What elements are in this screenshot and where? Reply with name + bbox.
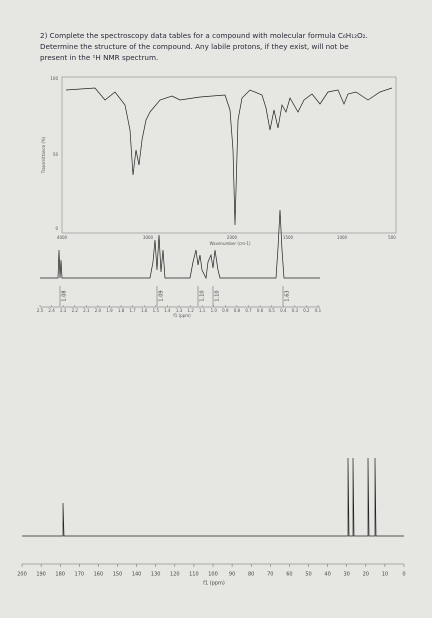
h-nmr-x-tick: 0.4 <box>280 308 287 313</box>
c-nmr-x-tick: 170 <box>75 572 85 578</box>
c-nmr-x-tick: 110 <box>189 572 199 578</box>
ir-x-label: Wavenumber (cm-1) <box>209 241 251 246</box>
c-nmr-x-tick: 120 <box>170 572 180 578</box>
h-nmr-x-tick: 1.7 <box>129 308 136 313</box>
integration-label: 1.63 <box>285 290 291 301</box>
ir-frame <box>61 76 397 234</box>
h-nmr-x-tick: 0.2 <box>303 308 310 313</box>
h-nmr-x-tick: 0.6 <box>257 308 264 313</box>
c-nmr-x-tick: 40 <box>324 572 330 578</box>
h-nmr-x-tick: 1.9 <box>106 308 113 313</box>
c-nmr-x-tick: 80 <box>248 572 254 578</box>
h-nmr-x-tick: 1.0 <box>211 308 218 313</box>
c-nmr-x-tick: 10 <box>382 572 388 578</box>
c-nmr-x-tick: 130 <box>151 572 161 578</box>
ir-y-tick: 100 <box>50 76 58 81</box>
c-nmr-x-tick: 90 <box>229 572 235 578</box>
c-nmr-x-tick: 140 <box>132 572 142 578</box>
ir-y-tick: 0 <box>55 226 58 231</box>
ir-x-tick: 2000 <box>227 235 238 240</box>
h-nmr-x-tick: 0.5 <box>268 308 275 313</box>
h-nmr-x-label: f1 (ppm) <box>173 313 191 318</box>
ir-x-tick: 500 <box>388 235 396 240</box>
h-nmr-x-tick: 0.7 <box>245 308 252 313</box>
h-nmr-spectrum: 1.08 1.09 1.10 1.10 1.63 2.5 2.4 2.3 2.2 2.1 2.0 1… <box>37 209 322 318</box>
h-nmr-x-tick: 2.5 <box>37 308 44 313</box>
integration-label: 1.10 <box>215 290 221 301</box>
c-nmr-x-tick: 70 <box>267 572 273 578</box>
c-nmr-x-tick: 60 <box>286 572 292 578</box>
h-nmr-x-tick: 0.3 <box>292 308 299 313</box>
ir-trace <box>65 87 393 226</box>
h-nmr-x-tick: 0.9 <box>222 308 229 313</box>
ir-x-tick: 1500 <box>283 235 294 240</box>
h-nmr-trace <box>40 209 320 280</box>
c-nmr-x-tick: 190 <box>36 572 46 578</box>
h-nmr-x-tick: 2.4 <box>48 308 55 313</box>
c-nmr-x-tick: 180 <box>55 572 65 578</box>
question-line: present in the ¹H NMR spectrum. <box>40 53 158 62</box>
c-nmr-x-tick: 150 <box>113 572 123 578</box>
ir-x-tick: 4000 <box>57 235 68 240</box>
ir-y-label: Transmittance (%) <box>41 136 46 174</box>
ir-x-tick: 3000 <box>143 235 154 240</box>
h-nmr-x-tick: 2.1 <box>83 308 90 313</box>
c-nmr-x-tick: 30 <box>344 572 350 578</box>
h-nmr-x-tick: 1.5 <box>153 308 160 313</box>
c-nmr-spectrum: 200 190 180 170 160 150 140 130 120 110 100 90 80 70 6… <box>17 457 406 587</box>
c-nmr-x-tick: 20 <box>363 572 369 578</box>
integration-label: 1.08 <box>62 290 68 301</box>
h-nmr-x-tick: 1.8 <box>118 308 125 313</box>
h-nmr-x-tick: 1.1 <box>199 308 206 313</box>
c-nmr-x-tick: 200 <box>17 572 27 578</box>
h-nmr-x-tick: 1.6 <box>141 308 148 313</box>
c-nmr-x-tick: 160 <box>94 572 104 578</box>
h-nmr-x-tick: 1.2 <box>187 308 194 313</box>
c-nmr-x-tick: 0 <box>402 572 405 578</box>
h-nmr-x-tick: 2.3 <box>60 308 67 313</box>
c-nmr-x-tick: 100 <box>208 572 218 578</box>
question-line: Determine the structure of the compound.… <box>40 42 349 51</box>
integration-label: 1.10 <box>200 290 206 301</box>
c-nmr-trace <box>22 457 404 537</box>
h-nmr-x-tick: 1.3 <box>176 308 183 313</box>
c-nmr-x-tick: 50 <box>305 572 311 578</box>
ir-y-tick: 50 <box>53 152 59 157</box>
h-nmr-x-tick: 0.1 <box>315 308 322 313</box>
ir-x-tick: 1000 <box>337 235 348 240</box>
h-nmr-x-tick: 0.8 <box>234 308 241 313</box>
c-nmr-x-label: f1 (ppm) <box>203 581 225 587</box>
h-nmr-x-tick: 2.0 <box>95 308 102 313</box>
ir-spectrum: Transmittance (%) 100 50 0 4000 3000 2000 1… <box>41 76 396 246</box>
question-line: 2) Complete the spectroscopy data tables… <box>40 31 368 40</box>
h-nmr-x-tick: 2.2 <box>72 308 79 313</box>
integration-label: 1.09 <box>159 290 165 301</box>
h-nmr-x-tick: 1.4 <box>164 308 171 313</box>
